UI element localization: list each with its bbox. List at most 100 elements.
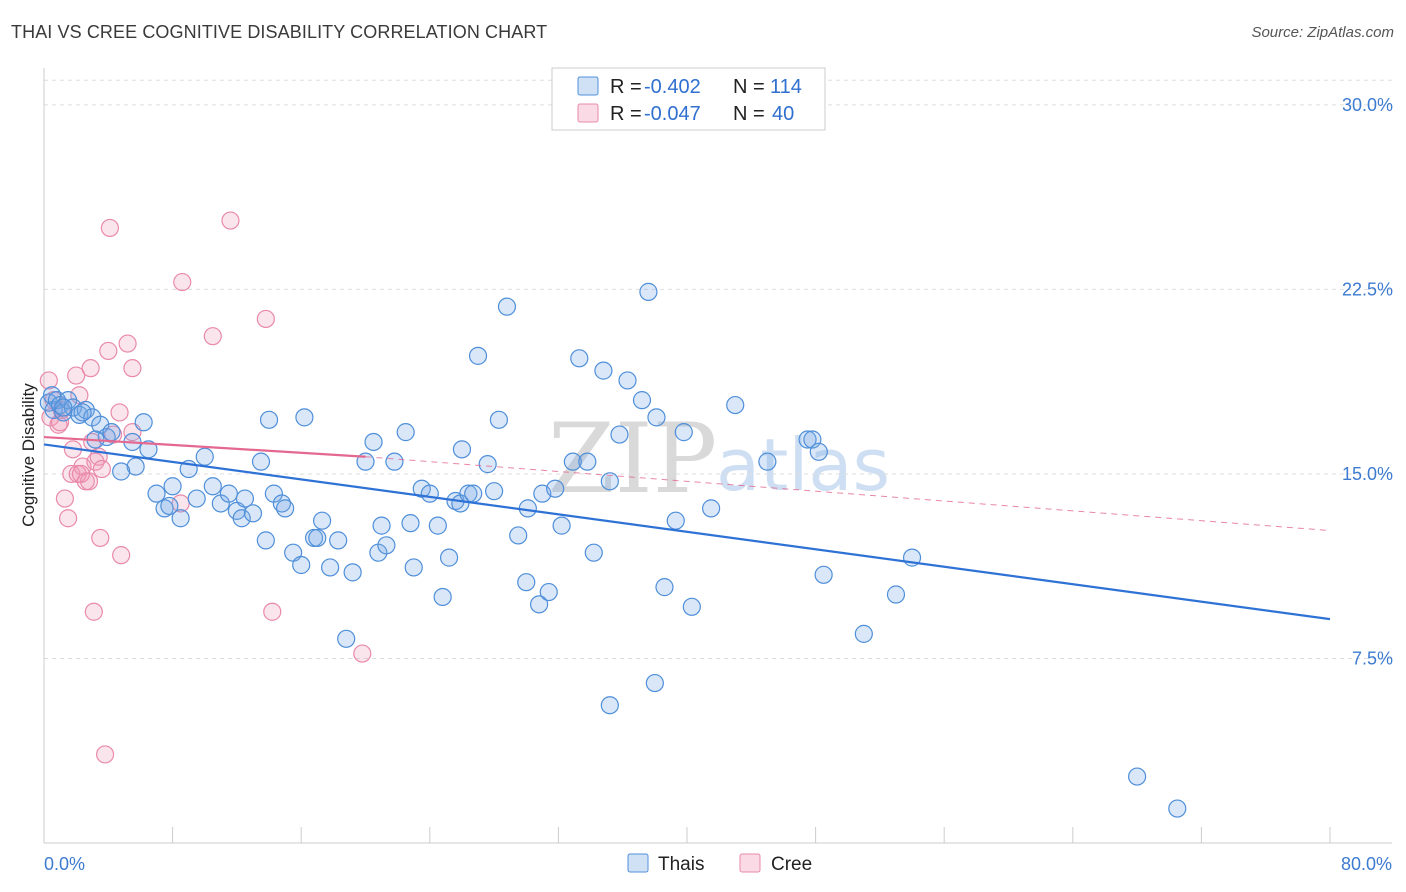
legend-r-label-cree: R =	[610, 103, 642, 125]
thai-point	[600, 696, 619, 715]
thai-point	[1168, 799, 1187, 818]
thai-point	[396, 423, 415, 442]
cree-point	[112, 546, 131, 565]
thai-point	[478, 455, 497, 474]
legend-r-value-thai: -0.402	[644, 76, 701, 98]
thai-point	[112, 462, 131, 481]
x-ticks	[43, 827, 1331, 843]
cree-point	[39, 371, 58, 390]
thai-point	[126, 457, 145, 476]
cree-point	[55, 489, 74, 508]
bottom-legend-label-cree: Cree	[771, 854, 812, 875]
thai-point	[517, 573, 536, 592]
cree-point	[100, 218, 120, 238]
thai-point	[272, 494, 292, 513]
trendlines	[43, 435, 1331, 621]
thai-point	[632, 391, 652, 410]
thai-point	[726, 395, 745, 415]
thai-point	[134, 413, 153, 432]
legend-r-label-thai: R =	[610, 76, 642, 98]
thai-point	[163, 477, 182, 496]
thai-point	[563, 452, 582, 471]
thai-point	[76, 400, 95, 420]
thai-point	[372, 516, 391, 535]
thai-point	[256, 531, 275, 550]
thai-point	[546, 479, 565, 498]
thai-point	[570, 349, 589, 368]
source-label: Source: ZipAtlas.com	[1251, 24, 1394, 41]
thai-point	[329, 531, 348, 550]
thai-trendline	[43, 443, 1331, 621]
cree-point	[59, 509, 78, 528]
cree-point	[62, 464, 81, 484]
thai-point	[308, 528, 327, 548]
thai-point	[489, 410, 509, 429]
thai-point	[171, 509, 190, 528]
grid	[44, 79, 1392, 659]
thai-point	[187, 489, 206, 508]
thai-point	[618, 371, 637, 390]
thai-point	[251, 452, 271, 471]
thai-point	[584, 543, 603, 562]
thai-point	[452, 440, 472, 459]
watermark-zip: ZIP	[548, 403, 717, 515]
thai-point	[758, 452, 777, 471]
thai-point	[886, 585, 906, 604]
thai-point	[235, 489, 255, 508]
thai-point	[552, 516, 571, 535]
thai-points	[39, 282, 1187, 818]
thai-point	[259, 410, 279, 429]
cree-point	[173, 272, 192, 292]
legend-swatch-cree	[577, 103, 599, 123]
cree-point	[67, 366, 86, 385]
thai-point	[468, 346, 488, 365]
thai-point	[433, 587, 452, 607]
thai-point	[702, 499, 721, 518]
cree-point	[221, 211, 240, 230]
thai-point	[798, 430, 817, 449]
cree-trendline	[43, 435, 366, 458]
thai-point	[854, 624, 873, 643]
thai-point	[509, 526, 528, 545]
bottom-legend: Thais Cree	[627, 853, 812, 875]
y-tick-label: 30.0%	[1342, 95, 1393, 115]
legend-n-value-thai: 114	[770, 76, 802, 98]
thai-point	[102, 423, 121, 442]
thai-point	[594, 361, 613, 380]
x-tick-label-end: 80.0%	[1341, 854, 1392, 874]
thai-point	[1127, 767, 1147, 786]
axes	[43, 68, 1392, 844]
thai-point	[814, 565, 833, 584]
thai-point	[73, 403, 92, 422]
thai-point	[232, 509, 251, 528]
thai-point	[420, 484, 439, 503]
thai-point	[243, 504, 263, 523]
legend-n-label-thai: N =	[733, 76, 765, 98]
thai-point	[147, 484, 166, 503]
cree-point	[86, 452, 105, 471]
top-legend: R = -0.402 N = 114 R = -0.047 N = 40	[551, 67, 826, 131]
thai-point	[610, 425, 629, 444]
thai-point	[155, 499, 174, 518]
cree-trendline-extension	[365, 456, 1331, 532]
bottom-legend-swatch-cree	[739, 853, 761, 873]
thai-point	[600, 472, 619, 491]
thai-point	[497, 297, 517, 316]
cree-point	[71, 464, 91, 484]
legend-r-value-cree: -0.047	[644, 103, 701, 125]
thai-point	[337, 629, 356, 648]
cree-point	[203, 327, 222, 346]
legend-swatch-thai	[577, 76, 599, 96]
thai-point	[203, 477, 222, 496]
thai-point	[539, 582, 558, 602]
cree-point	[91, 528, 110, 548]
thai-point	[578, 452, 597, 471]
bottom-legend-swatch-thai	[627, 853, 649, 873]
cree-point	[110, 403, 129, 422]
cree-point	[81, 359, 100, 378]
cree-point	[99, 341, 118, 361]
thai-point	[655, 578, 674, 597]
thai-point	[54, 398, 73, 417]
y-tick-label: 15.0%	[1342, 464, 1393, 484]
